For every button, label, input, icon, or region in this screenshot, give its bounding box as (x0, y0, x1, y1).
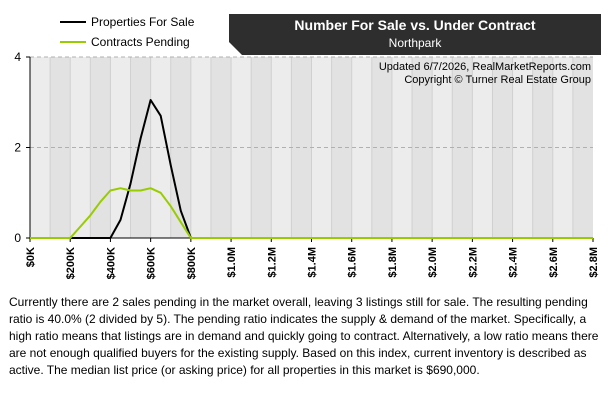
chart-legend: Properties For Sale Contracts Pending (60, 12, 194, 52)
series-line-contracts-pending (30, 187, 593, 239)
grid-band (452, 57, 473, 238)
y-tick-label: 0 (14, 231, 21, 245)
x-tick-label: $2.4M (508, 247, 520, 278)
x-tick-label: $1.2M (266, 247, 278, 278)
copyright-text: Copyright © Turner Real Estate Group (404, 74, 591, 86)
grid-band (110, 57, 131, 238)
legend-swatch-for-sale (60, 21, 86, 23)
title-banner: Number For Sale vs. Under Contract North… (229, 14, 601, 55)
x-tick-label: $1.6M (347, 247, 359, 278)
legend-label-for-sale: Properties For Sale (91, 15, 195, 29)
legend-label-pending: Contracts Pending (91, 35, 190, 49)
y-tick-label: 4 (14, 50, 21, 64)
chart-subtitle: Northpark (388, 36, 442, 50)
x-tick-label: $800K (186, 247, 198, 279)
x-tick-label: $0K (25, 247, 37, 267)
chart-title: Number For Sale vs. Under Contract (294, 17, 536, 33)
x-tick-label: $2.0M (427, 247, 439, 278)
x-tick-label: $200K (65, 247, 77, 279)
x-tick-label: $2.8M (588, 247, 600, 278)
legend-item-for-sale: Properties For Sale (60, 12, 194, 32)
credit-block: Updated 6/7/2026, RealMarketReports.com … (379, 61, 591, 87)
grid-band (572, 57, 593, 238)
grid-band (472, 57, 493, 238)
grid-band (130, 57, 151, 238)
y-tick-label: 2 (14, 141, 21, 155)
grid-band (291, 57, 312, 238)
chart-plot: 0 2 4 $0K $200K $400K $600K $800K $1.0M $1.2M $1.… (14, 50, 600, 279)
updated-text: Updated 6/7/2026, RealMarketReports.com (378, 61, 591, 73)
x-tick-label: $1.4M (307, 247, 319, 278)
legend-swatch-pending (60, 41, 86, 43)
x-tick-label: $1.0M (226, 247, 238, 278)
market-description: Currently there are 2 sales pending in t… (9, 295, 599, 377)
x-tick-label: $400K (105, 247, 117, 279)
x-tick-label: $1.8M (387, 247, 399, 278)
grid-band (432, 57, 453, 238)
grid-band (150, 57, 171, 238)
legend-item-pending: Contracts Pending (60, 32, 194, 52)
x-tick-label: $2.2M (467, 247, 479, 278)
x-tick-label: $600K (146, 247, 158, 279)
x-tick-label: $2.6M (548, 247, 560, 278)
grid-band (311, 57, 332, 238)
grid-band (271, 57, 292, 238)
